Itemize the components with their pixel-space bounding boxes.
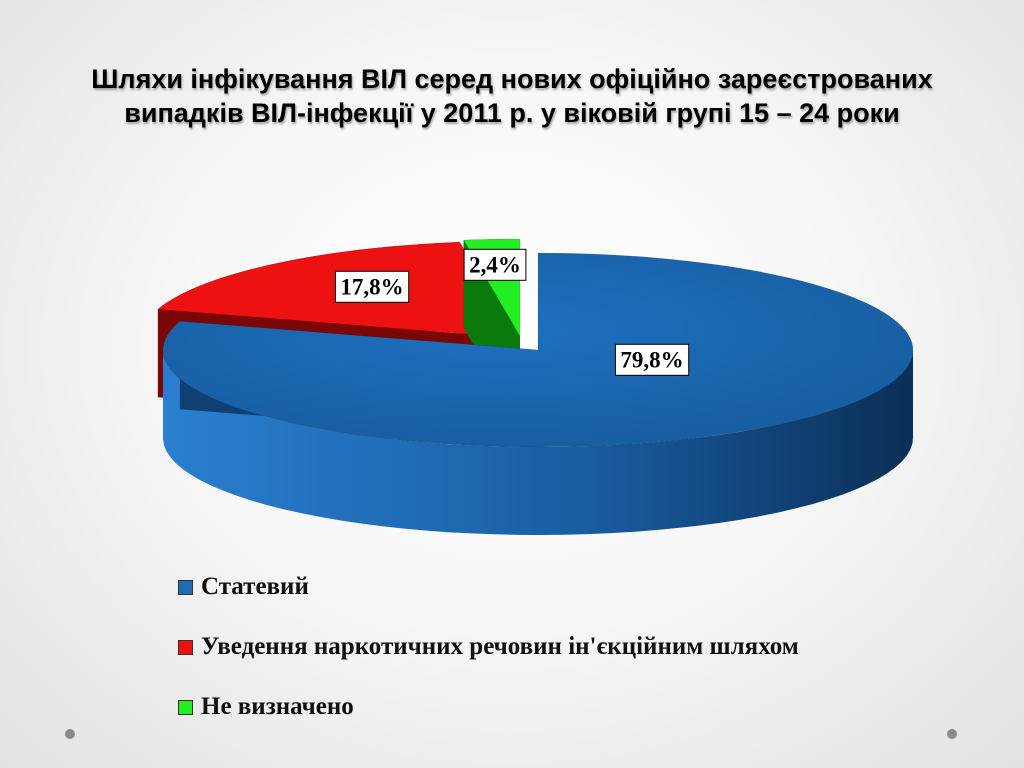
data-label-1-box xyxy=(614,343,690,376)
legend-label-3: Не визначено xyxy=(201,693,354,720)
legend-label-1: Статевий xyxy=(201,573,309,600)
pie-slice-1-top xyxy=(162,252,914,448)
data-label-1: 79,8% xyxy=(614,343,690,376)
slide-corner-dot-right xyxy=(947,729,957,739)
legend-swatch-1 xyxy=(178,579,193,595)
legend-item-1: Статевий xyxy=(178,572,799,602)
legend-label-2: Уведення наркотичних речовин ін'єкційним… xyxy=(201,633,799,660)
data-label-3: 2,4% xyxy=(463,248,527,281)
chart-legend: Статевий Уведення наркотичних речовин ін'… xyxy=(178,572,799,752)
pie-chart: 79,8% 17,8% 2,4% xyxy=(157,238,914,535)
legend-swatch-3 xyxy=(178,699,193,715)
pie-slice-1-side xyxy=(163,349,913,535)
slide-corner-dot-left xyxy=(65,729,75,739)
chart-title-line-2: випадків ВІЛ-інфекції у 2011 р. у вікові… xyxy=(124,98,900,128)
data-label-2-text: 17,8% xyxy=(340,274,403,299)
data-label-3-box xyxy=(463,248,527,281)
legend-swatch-2 xyxy=(178,639,193,655)
data-label-2-box xyxy=(334,270,410,303)
legend-item-3: Не визначено xyxy=(178,692,799,722)
chart-title: Шляхи інфікування ВІЛ серед нових офіцій… xyxy=(30,62,994,130)
data-label-1-text: 79,8% xyxy=(620,347,683,372)
pie-slice-1 xyxy=(162,252,914,535)
chart-title-line-1: Шляхи інфікування ВІЛ серед нових офіцій… xyxy=(91,64,933,94)
data-label-3-text: 2,4% xyxy=(469,252,521,277)
data-label-2: 17,8% xyxy=(334,270,410,303)
legend-item-2: Уведення наркотичних речовин ін'єкційним… xyxy=(178,632,799,662)
